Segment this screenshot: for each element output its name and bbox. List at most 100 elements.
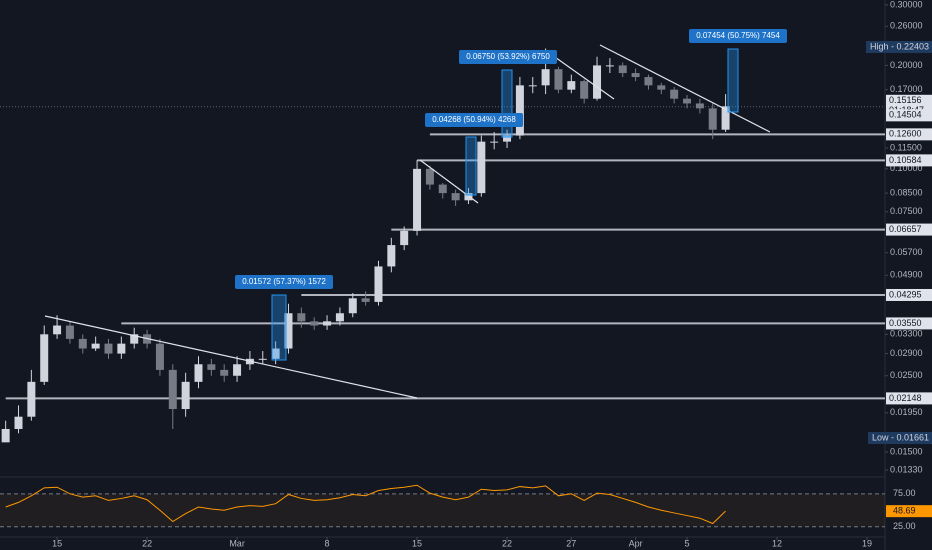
- level-label-bg: [886, 317, 932, 330]
- x-tick-label: 22: [142, 538, 152, 548]
- y-tick-label: 0.30000: [890, 0, 923, 9]
- level-label: 0.10584: [889, 155, 922, 165]
- marker-price-bg: [886, 109, 932, 122]
- candle-body: [323, 321, 332, 326]
- y-tick-label: 0.26000: [890, 21, 923, 31]
- candle-body: [451, 193, 460, 201]
- annotations: 0.01572 (57.37%) 1572 0.04268 (50.94%) 4…: [235, 29, 787, 289]
- candle-body: [27, 381, 36, 417]
- x-tick-label: 19: [862, 538, 872, 548]
- y-tick-label: 0.03300: [890, 329, 923, 339]
- annotation: 0.07454 (50.75%) 7454: [696, 31, 780, 40]
- candle-body: [1, 428, 10, 443]
- measure-box: [465, 136, 477, 196]
- candle-body: [554, 69, 563, 90]
- candle-body: [605, 65, 614, 67]
- candle-body: [348, 298, 357, 314]
- x-tick-label: 27: [566, 538, 576, 548]
- y-tick-label: 0.01500: [890, 446, 923, 456]
- candle-body: [78, 338, 87, 349]
- high-label: High - 0.22403: [870, 41, 929, 51]
- candle-body: [271, 348, 280, 359]
- x-tick-label: 12: [772, 538, 782, 548]
- level-label-bg: [886, 288, 932, 301]
- candle-body: [503, 135, 512, 142]
- candle-body: [657, 85, 666, 90]
- level-label: 0.03550: [889, 318, 922, 328]
- candle-body: [130, 334, 139, 344]
- candle-body: [670, 89, 679, 99]
- low-label-bg: [868, 432, 932, 444]
- candle-body: [387, 245, 396, 267]
- x-tick-label: 8: [325, 538, 330, 548]
- x-tick-label: 22: [502, 538, 512, 548]
- candle-body: [580, 81, 589, 99]
- y-tick-label: 0.07500: [890, 206, 923, 216]
- low-label: Low - 0.01661: [872, 432, 929, 442]
- candle-body: [14, 416, 23, 429]
- measure-boxes: [271, 48, 739, 361]
- candle-body: [233, 364, 242, 376]
- level-label-bg: [886, 154, 932, 167]
- candle-body: [194, 364, 203, 382]
- rsi-tick-label: 75.00: [893, 488, 916, 498]
- candle-body: [104, 343, 113, 354]
- candle-body: [593, 65, 602, 99]
- candle-body: [413, 168, 422, 231]
- candle-body: [644, 77, 653, 86]
- candle-body: [335, 313, 344, 322]
- candle-body: [528, 85, 537, 87]
- candle-body: [91, 343, 100, 349]
- candle-body: [400, 230, 409, 246]
- y-tick-label: 0.17000: [890, 84, 923, 94]
- candle-body: [438, 184, 447, 194]
- candle-body: [40, 334, 49, 382]
- high-label-bg: [866, 41, 932, 53]
- y-tick-label: 0.10000: [890, 163, 923, 173]
- candle-body: [361, 298, 370, 302]
- candle-body: [284, 313, 293, 349]
- candle-body: [53, 325, 62, 335]
- rsi-tick-label: 25.00: [893, 521, 916, 531]
- level-label-bg: [886, 128, 932, 141]
- rsi-value-label: 48.69: [893, 506, 916, 516]
- y-tick-label: 0.08500: [890, 187, 923, 197]
- y-tick-label: 0.11500: [890, 142, 922, 152]
- y-tick-label: 0.02900: [890, 348, 923, 358]
- candle-body: [464, 193, 473, 201]
- candle-body: [695, 103, 704, 109]
- y-tick-label: 0.04900: [890, 270, 923, 280]
- candle-body: [117, 343, 126, 354]
- annotation-bg: [235, 275, 333, 289]
- candle-body: [515, 85, 524, 136]
- y-tick-label: 0.01330: [890, 464, 923, 474]
- y-tick-label: 0.02500: [890, 370, 923, 380]
- level-label-bg: [886, 392, 932, 405]
- rsi-value-bg: [886, 505, 932, 518]
- measure-box: [727, 48, 739, 113]
- candle-body: [220, 369, 229, 376]
- candle-body: [618, 65, 627, 74]
- annotation: 0.01572 (57.37%) 1572: [242, 277, 326, 286]
- marker-price-label: 0.14504: [889, 110, 922, 120]
- measure-box: [501, 69, 513, 138]
- candle-body: [258, 358, 267, 360]
- level-label-bg: [886, 223, 932, 236]
- candle-body: [477, 141, 486, 194]
- candle-body: [490, 141, 499, 143]
- y-tick-label: 0.05700: [890, 247, 923, 257]
- level-label: 0.06657: [889, 224, 922, 234]
- candle-body: [708, 108, 717, 130]
- y-tick-label: 0.20000: [890, 60, 923, 70]
- candle-body: [374, 266, 383, 302]
- annotation: 0.04268 (50.94%) 4268: [432, 115, 516, 124]
- x-tick-label: 15: [412, 538, 422, 548]
- current-price-label: 0.15156: [889, 95, 922, 105]
- level-label: 0.02148: [889, 393, 922, 403]
- x-tick-label: Mar: [229, 538, 245, 548]
- candle-body: [207, 364, 216, 370]
- level-label: 0.04295: [889, 289, 922, 299]
- annotation: 0.06750 (53.92%) 6750: [466, 52, 550, 61]
- level-label: 0.12600: [889, 129, 922, 139]
